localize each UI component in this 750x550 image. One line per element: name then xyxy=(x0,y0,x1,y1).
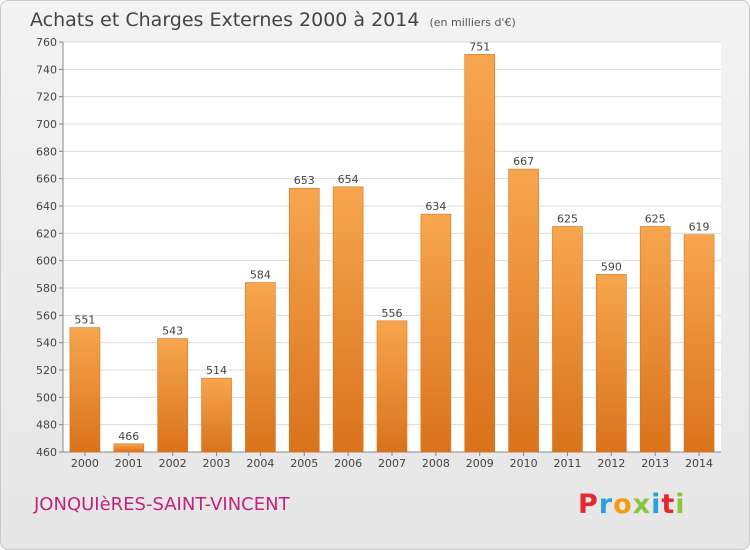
town-name: JONQUIèRES-SAINT-VINCENT xyxy=(34,494,290,515)
y-tick-label: 460 xyxy=(36,446,57,459)
x-tick-label: 2007 xyxy=(378,457,406,470)
y-tick-label: 640 xyxy=(36,200,57,213)
bar-value-label: 543 xyxy=(162,325,183,338)
y-tick-label: 620 xyxy=(36,227,57,240)
logo-letter: x xyxy=(632,489,652,520)
bar xyxy=(508,168,539,453)
y-tick-label: 760 xyxy=(36,36,57,49)
bar-value-label: 667 xyxy=(513,155,534,168)
x-tick-label: 2004 xyxy=(246,457,274,470)
proxiti-logo: Proxiti xyxy=(578,489,686,520)
chart-subtitle: (en milliers d'€) xyxy=(429,16,516,29)
bar-value-label: 654 xyxy=(338,173,359,186)
bar xyxy=(464,53,496,453)
bar-value-label: 751 xyxy=(469,40,490,53)
logo-letter: r xyxy=(598,489,614,520)
x-tick-label: 2012 xyxy=(597,457,625,470)
bar xyxy=(245,282,276,453)
logo-letter: P xyxy=(578,489,599,520)
y-tick-label: 680 xyxy=(36,145,57,158)
bar xyxy=(201,377,232,453)
y-tick-label: 740 xyxy=(36,63,57,76)
y-tick-label: 600 xyxy=(36,255,57,268)
logo-letter: i xyxy=(675,489,686,520)
x-tick-label: 2001 xyxy=(115,457,143,470)
x-tick-label: 2013 xyxy=(641,457,669,470)
y-tick-label: 660 xyxy=(36,173,57,186)
logo-letter: t xyxy=(661,489,676,520)
bar-value-label: 634 xyxy=(425,200,446,213)
y-tick-label: 580 xyxy=(36,282,57,295)
chart-title: Achats et Charges Externes 2000 à 2014 (e… xyxy=(30,9,516,31)
x-tick-label: 2005 xyxy=(290,457,318,470)
x-tick-label: 2006 xyxy=(334,457,362,470)
x-tick-label: 2011 xyxy=(553,457,581,470)
y-tick-label: 500 xyxy=(36,391,57,404)
y-tick-label: 560 xyxy=(36,309,57,322)
x-tick-label: 2002 xyxy=(159,457,187,470)
bar-value-label: 556 xyxy=(382,307,403,320)
bar-value-label: 466 xyxy=(118,430,139,443)
x-tick-label: 2014 xyxy=(685,457,713,470)
bar-value-label: 625 xyxy=(645,213,666,226)
logo-letter: o xyxy=(613,489,633,520)
x-tick-label: 2003 xyxy=(203,457,231,470)
bar xyxy=(420,213,452,453)
bar xyxy=(332,186,364,453)
bar xyxy=(376,320,408,453)
bar-value-label: 653 xyxy=(294,174,315,187)
y-tick-label: 480 xyxy=(36,419,57,432)
y-tick-label: 700 xyxy=(36,118,57,131)
y-tick-label: 520 xyxy=(36,364,57,377)
bars xyxy=(69,53,715,453)
bar xyxy=(288,187,320,453)
y-tick-label: 720 xyxy=(36,91,57,104)
y-tick-label: 540 xyxy=(36,337,57,350)
bar xyxy=(683,234,715,453)
bar-value-label: 514 xyxy=(206,364,227,377)
bar xyxy=(157,338,188,453)
logo-letter: i xyxy=(651,489,662,520)
bar-value-label: 625 xyxy=(557,213,578,226)
x-tick-label: 2008 xyxy=(422,457,450,470)
bar-value-label: 584 xyxy=(250,269,271,282)
bar-value-label: 590 xyxy=(601,260,622,273)
x-tick-label: 2010 xyxy=(510,457,538,470)
bar xyxy=(113,443,145,453)
bar-value-label: 619 xyxy=(689,221,710,234)
x-tick-label: 2009 xyxy=(466,457,494,470)
axes: 460 480 500 520 540 560 580 600 620 640 660 680 700 7… xyxy=(36,36,721,470)
bar xyxy=(69,327,101,453)
bar xyxy=(596,274,627,453)
title-text: Achats et Charges Externes 2000 à 2014 xyxy=(30,9,420,31)
bar xyxy=(639,226,671,453)
bar xyxy=(552,226,583,453)
bar-value-label: 551 xyxy=(74,314,95,327)
data-labels: 551 466 543 514 584 653 654 556 634 751 667 625 590 6… xyxy=(74,40,710,443)
x-tick-label: 2000 xyxy=(71,457,99,470)
